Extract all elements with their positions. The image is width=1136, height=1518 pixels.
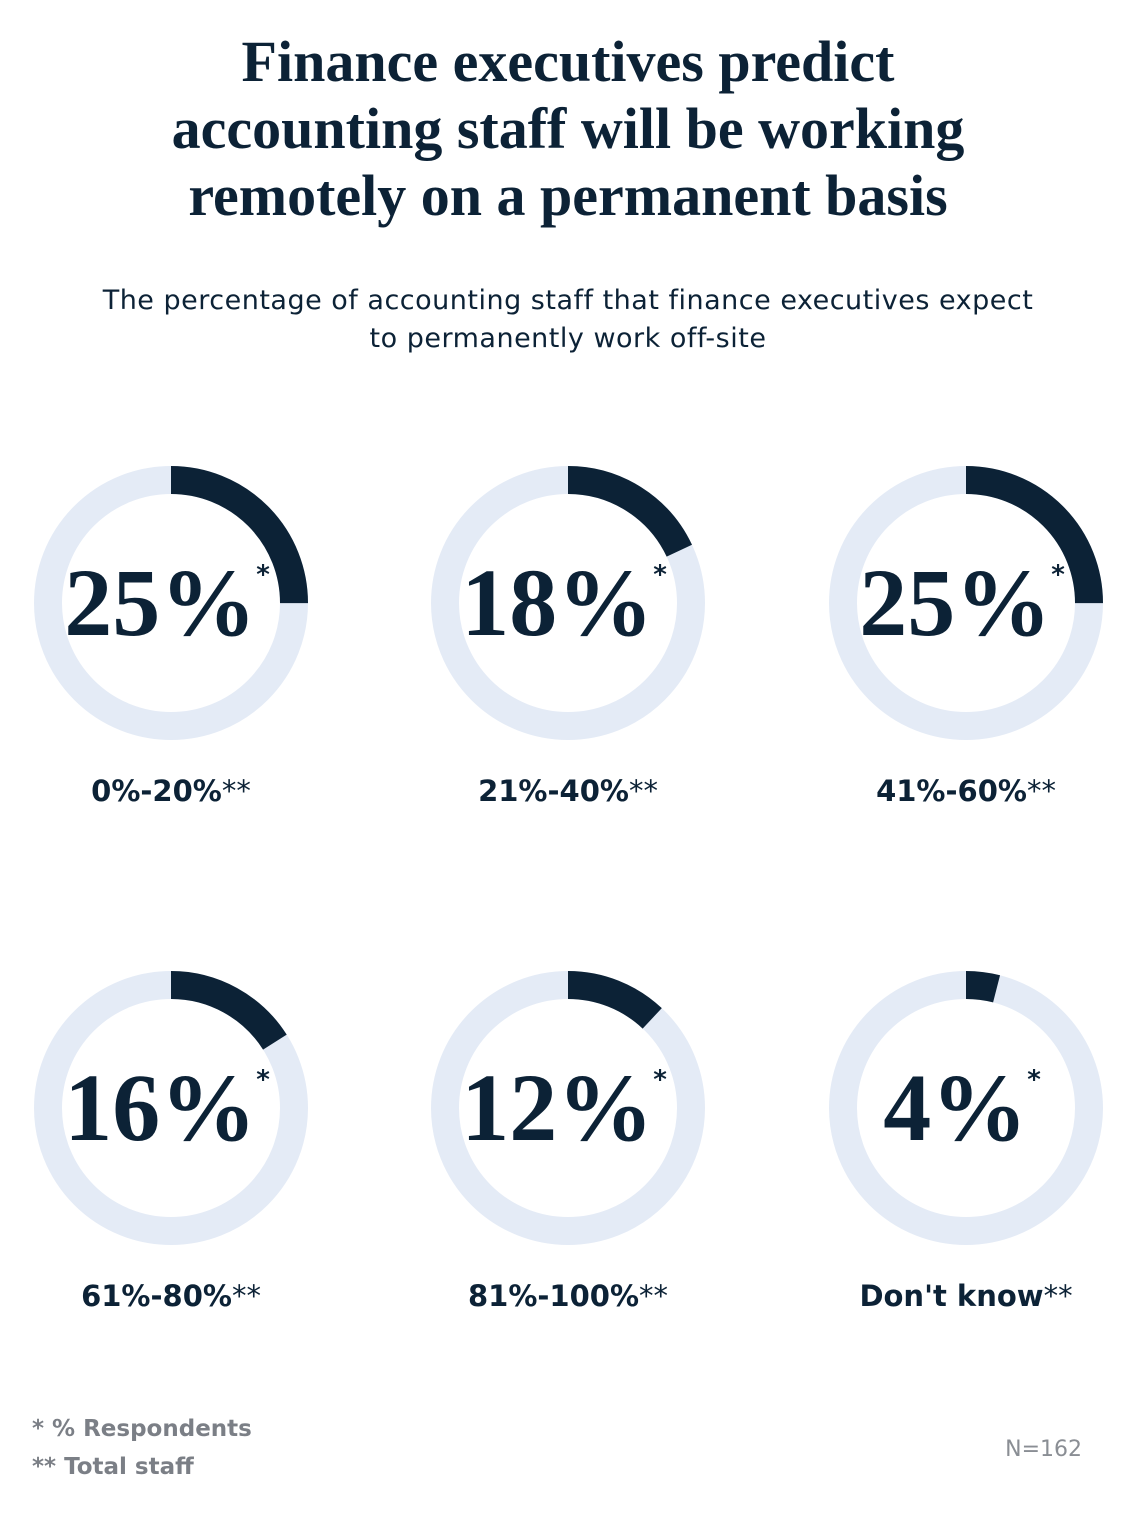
value-label: 16%* xyxy=(64,1054,270,1161)
category-marker: ** xyxy=(1044,1279,1073,1313)
category-text: 81%-100% xyxy=(468,1279,639,1313)
sample-note: N=162 xyxy=(1005,1437,1082,1462)
value-marker: * xyxy=(653,1065,667,1095)
category-label: 41%-60%** xyxy=(876,774,1056,808)
value-marker: * xyxy=(653,560,667,590)
value-marker: * xyxy=(1027,1065,1041,1095)
category-label: 81%-100%** xyxy=(468,1279,668,1313)
category-marker: ** xyxy=(1027,774,1056,808)
value-text: 25% xyxy=(859,549,1051,656)
donut-arc xyxy=(829,971,1103,1245)
value-marker: * xyxy=(256,560,270,590)
category-text: 21%-40% xyxy=(478,774,629,808)
category-label: Don't know** xyxy=(859,1279,1072,1313)
category-text: 61%-80% xyxy=(81,1279,232,1313)
value-label: 25%* xyxy=(64,549,270,656)
category-label: 21%-40%** xyxy=(478,774,658,808)
donut-arc xyxy=(431,971,705,1245)
value-label: 25%* xyxy=(859,549,1065,656)
value-marker: * xyxy=(1051,560,1065,590)
donut-arc xyxy=(34,466,308,740)
value-text: 4% xyxy=(883,1054,1027,1161)
category-marker: ** xyxy=(629,774,658,808)
value-label: 4%* xyxy=(883,1054,1041,1161)
donut-arc xyxy=(34,971,308,1245)
footnote: * % Respondents xyxy=(32,1416,252,1442)
value-text: 12% xyxy=(461,1054,653,1161)
value-text: 18% xyxy=(461,549,653,656)
donut-arc xyxy=(829,466,1103,740)
value-text: 25% xyxy=(64,549,256,656)
chart-title: Finance executives predict accounting st… xyxy=(171,29,965,228)
category-text: 41%-60% xyxy=(876,774,1027,808)
category-text: Don't know xyxy=(859,1279,1043,1313)
value-text: 16% xyxy=(64,1054,256,1161)
value-label: 12%* xyxy=(461,1054,667,1161)
category-marker: ** xyxy=(232,1279,261,1313)
category-text: 0%-20% xyxy=(91,774,222,808)
chart-subtitle: The percentage of accounting staff that … xyxy=(102,285,1034,354)
value-marker: * xyxy=(256,1065,270,1095)
category-label: 61%-80%** xyxy=(81,1279,261,1313)
category-label: 0%-20%** xyxy=(91,774,251,808)
footnote: ** Total staff xyxy=(32,1454,194,1480)
donut-arc xyxy=(431,466,705,740)
category-marker: ** xyxy=(222,774,251,808)
value-label: 18%* xyxy=(461,549,667,656)
category-marker: ** xyxy=(639,1279,668,1313)
